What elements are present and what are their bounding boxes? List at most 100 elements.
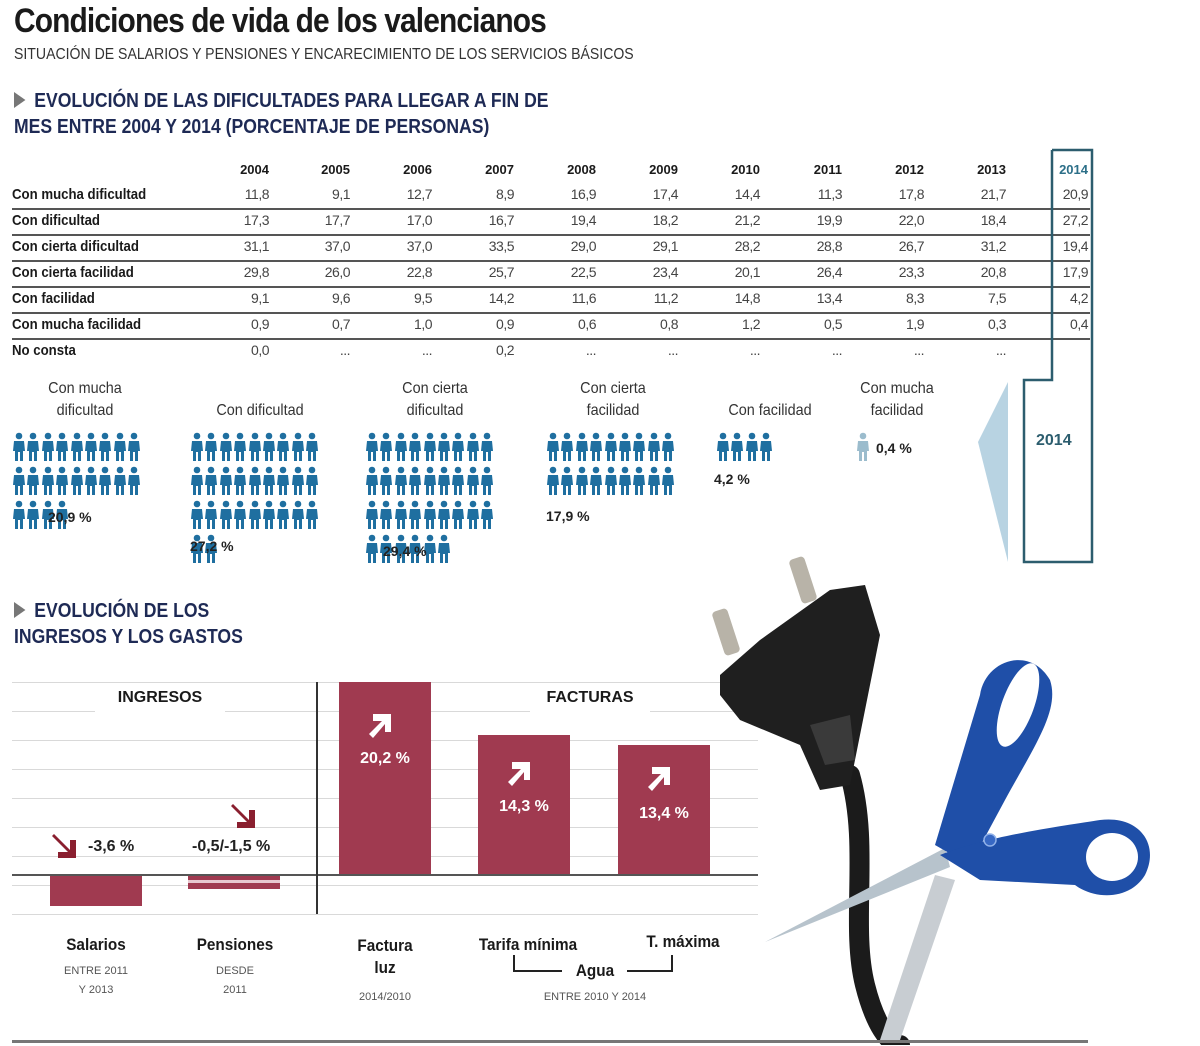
table-cell: 8,3: [906, 290, 924, 306]
person-icon: [27, 466, 40, 495]
year-header: 2004: [240, 162, 269, 177]
pictogram-label: Con facilidad: [728, 402, 812, 419]
pictogram-percent: 17,9 %: [546, 508, 590, 524]
row-label: Con mucha dificultad: [12, 186, 147, 203]
table-cell: 13,4: [816, 290, 843, 306]
person-icon: [191, 466, 203, 495]
person-icon: [262, 466, 275, 495]
plug-icon: [712, 556, 880, 790]
year-header: 2005: [321, 162, 350, 177]
person-icon: [481, 432, 494, 461]
person-icon: [41, 432, 54, 461]
pictogram-icons: [546, 432, 688, 496]
person-icon: [437, 534, 450, 563]
row-divider: [12, 260, 1090, 262]
table-cell: 0,2: [496, 342, 514, 358]
category-label: Pensiones: [196, 935, 274, 954]
person-icon: [394, 500, 407, 529]
table-cell: 26,4: [816, 264, 843, 280]
person-icon: [618, 466, 631, 495]
row-divider: [12, 338, 1090, 340]
zero-axis: [12, 874, 758, 876]
person-icon: [191, 500, 203, 529]
table-cell: 0,6: [578, 316, 596, 332]
person-icon: [466, 500, 479, 529]
table-cell: 12,7: [406, 186, 433, 202]
person-icon: [423, 432, 436, 461]
triangle-bullet-icon: [14, 92, 26, 108]
table-cell: 17,7: [324, 212, 351, 228]
highlight-2014-outline: [1022, 148, 1094, 564]
table-cell: 23,3: [898, 264, 925, 280]
pictogram-icons: [856, 432, 998, 462]
person-icon: [219, 500, 232, 529]
table-cell: 26,7: [898, 238, 925, 254]
category-label: Tarifa mínima: [478, 935, 578, 954]
person-icon: [234, 466, 247, 495]
person-icon: [27, 432, 40, 461]
person-icon: [731, 432, 744, 461]
person-icon: [590, 466, 603, 495]
table-cell: 0,3: [988, 316, 1006, 332]
table-cell: 19,4: [1062, 238, 1089, 254]
section2-heading: EVOLUCIÓN DE LOS INGRESOS Y LOS GASTOS: [14, 598, 243, 650]
person-icon: [277, 500, 290, 529]
table-cell: 0,9: [251, 316, 269, 332]
person-icon: [466, 466, 479, 495]
table-cell: 11,6: [571, 290, 597, 306]
table-cell: 14,8: [734, 290, 761, 306]
person-icon: [56, 466, 69, 495]
table-cell: ...: [995, 342, 1007, 358]
person-icon: [857, 432, 869, 461]
scissors-icon: [765, 660, 1150, 1040]
person-icon: [481, 466, 494, 495]
pictogram-percent: 29,4 %: [383, 543, 427, 559]
table-cell: 27,2: [1062, 212, 1089, 228]
person-icon: [128, 432, 141, 461]
table-cell: 14,2: [488, 290, 515, 306]
gridline: [12, 885, 758, 886]
category-sub: 2014/2010: [359, 991, 411, 1003]
bar-factura: [339, 682, 431, 874]
agua-bracket: [513, 955, 673, 972]
person-icon: [647, 466, 660, 495]
row-divider: [12, 312, 1090, 314]
person-icon: [306, 466, 319, 495]
year-header: 2011: [813, 162, 842, 177]
pictogram-label: Con cierta facilidad: [580, 380, 646, 419]
person-icon: [27, 500, 40, 529]
table-cell: ...: [339, 342, 351, 358]
bar-value-label: -3,6 %: [88, 838, 135, 855]
row-label: Con dificultad: [12, 212, 100, 229]
row-divider: [12, 286, 1090, 288]
person-icon: [409, 500, 422, 529]
row-label: No consta: [12, 342, 76, 359]
person-icon: [561, 432, 574, 461]
table-cell: 26,0: [324, 264, 351, 280]
row-divider: [12, 234, 1090, 236]
person-icon: [380, 534, 393, 563]
row-label: Con cierta dificultad: [12, 238, 139, 255]
table-cell: 28,8: [816, 238, 843, 254]
table-cell: 23,4: [652, 264, 679, 280]
table-cell: 9,1: [251, 290, 269, 306]
table-cell: ...: [749, 342, 761, 358]
person-icon: [437, 432, 450, 461]
person-icon: [466, 432, 479, 461]
table-cell: 20,9: [1062, 186, 1089, 202]
person-icon: [248, 500, 261, 529]
bar-salarios: [50, 876, 142, 906]
person-icon: [380, 500, 393, 529]
person-icon: [41, 466, 54, 495]
group-divider: [316, 682, 318, 914]
pictogram-percent: 27,2 %: [190, 538, 234, 554]
person-icon: [633, 466, 646, 495]
table-cell: 20,8: [980, 264, 1007, 280]
person-icon: [423, 500, 436, 529]
page-subtitle: SITUACIÓN DE SALARIOS Y PENSIONES Y ENCA…: [14, 46, 634, 63]
table-cell: 17,0: [406, 212, 433, 228]
year-header: 2006: [403, 162, 432, 177]
category-label: Factura luz: [357, 936, 413, 977]
person-icon: [547, 466, 559, 495]
row-label: Con mucha facilidad: [12, 316, 142, 333]
